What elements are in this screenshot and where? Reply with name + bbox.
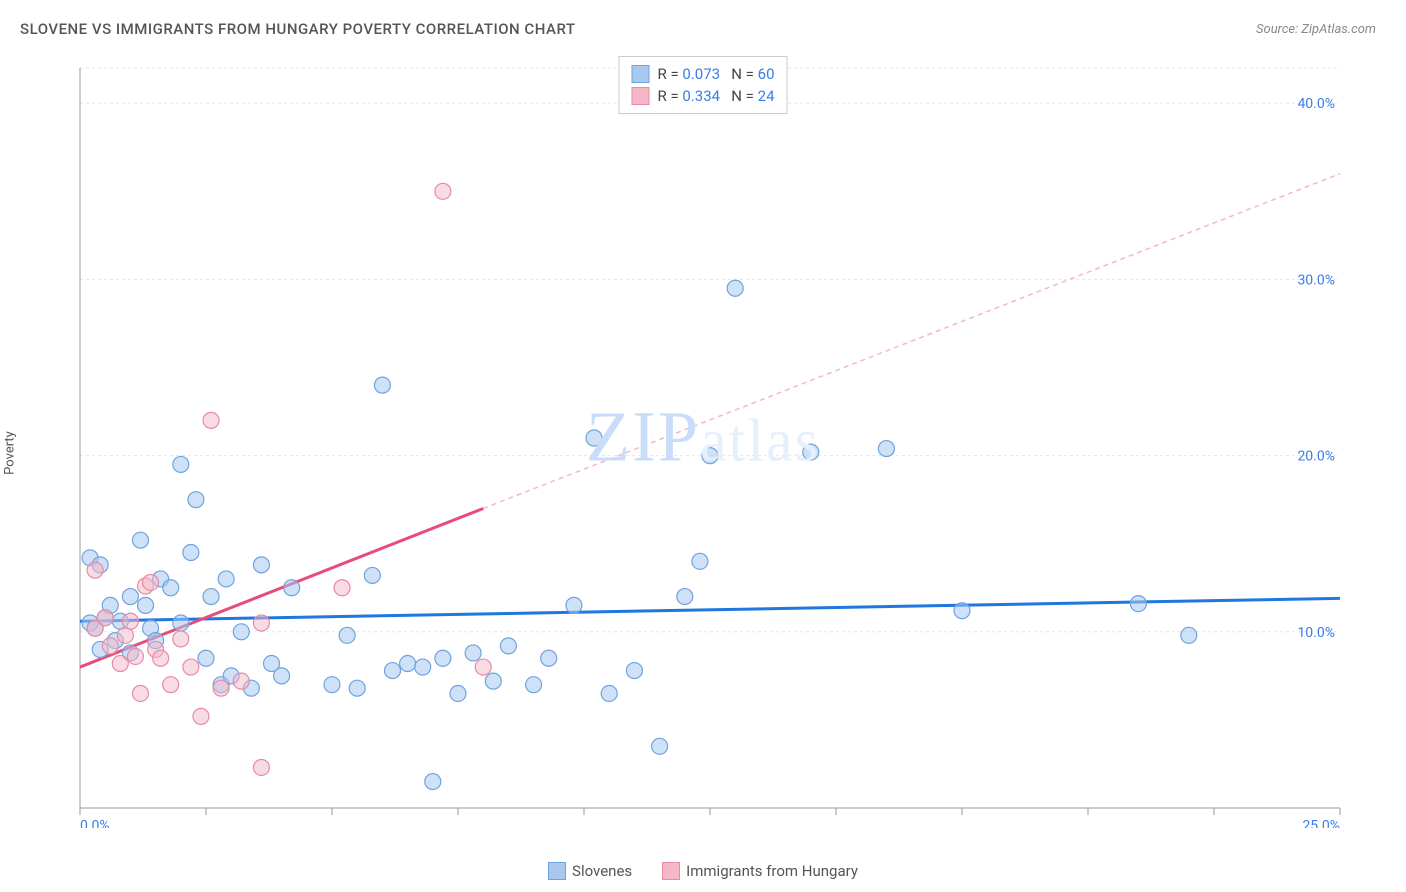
legend-series-item: Immigrants from Hungary: [662, 862, 858, 880]
legend-swatch: [548, 862, 566, 880]
legend-stat-row: R = 0.334 N = 24: [631, 85, 774, 107]
svg-text:40.0%: 40.0%: [1297, 96, 1335, 112]
legend-stat-row: R = 0.073 N = 60: [631, 63, 774, 85]
legend-series-item: Slovenes: [548, 862, 632, 880]
legend-swatch: [662, 862, 680, 880]
svg-text:0.0%: 0.0%: [80, 818, 110, 828]
legend-stat-text: R = 0.334 N = 24: [657, 87, 774, 105]
legend-series: Slovenes Immigrants from Hungary: [0, 862, 1406, 880]
svg-text:30.0%: 30.0%: [1297, 272, 1335, 288]
chart-header: SLOVENE VS IMMIGRANTS FROM HUNGARY POVER…: [0, 0, 1406, 48]
legend-series-label: Slovenes: [572, 862, 632, 880]
chart-title: SLOVENE VS IMMIGRANTS FROM HUNGARY POVER…: [20, 20, 576, 38]
svg-text:10.0%: 10.0%: [1297, 625, 1335, 641]
chart-source: Source: ZipAtlas.com: [1256, 22, 1376, 37]
y-axis-label: Poverty: [3, 431, 18, 475]
legend-series-label: Immigrants from Hungary: [686, 862, 858, 880]
svg-text:25.0%: 25.0%: [1302, 818, 1340, 828]
svg-text:20.0%: 20.0%: [1297, 449, 1335, 465]
legend-stat-text: R = 0.073 N = 60: [657, 65, 774, 83]
chart-container: Poverty ZIPatlas 10.0%20.0%30.0%40.0%0.0…: [0, 48, 1406, 858]
legend-stats: R = 0.073 N = 60 R = 0.334 N = 24: [618, 56, 787, 114]
legend-swatch: [631, 87, 649, 105]
scatter-plot: 10.0% 20.0% 30.0% 40.0% 0.0% 25.0%: [50, 48, 1350, 828]
legend-swatch: [631, 65, 649, 83]
